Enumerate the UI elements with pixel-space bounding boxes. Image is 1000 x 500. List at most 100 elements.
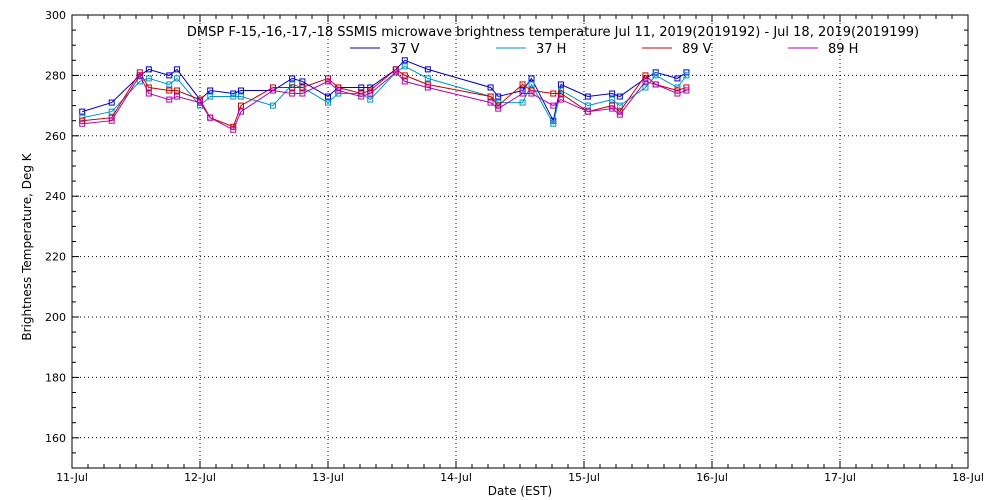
data-point (550, 90, 557, 97)
data-point (335, 87, 342, 94)
data-point (550, 120, 557, 127)
x-tick-label: 12-Jul (184, 471, 216, 484)
data-point (289, 84, 296, 91)
series-line (82, 65, 687, 126)
data-point (528, 90, 535, 97)
data-point (652, 72, 659, 79)
data-point (207, 93, 214, 100)
data-point (299, 78, 306, 85)
data-point (166, 72, 173, 79)
data-point (108, 117, 115, 124)
series-line (82, 71, 687, 131)
data-point (519, 90, 526, 97)
grid-lines (72, 15, 968, 468)
data-point (197, 99, 203, 106)
legend-label: 37 H (536, 42, 566, 57)
axis-ticks: 160 180 200 220 240 260 280 300 11-Jul 12-Jul 13-J… (45, 9, 984, 484)
y-tick-label: 180 (45, 371, 66, 384)
x-tick-label: 11-Jul (56, 471, 88, 484)
data-point (584, 108, 591, 115)
data-point (609, 90, 616, 97)
y-axis-label: Brightness Temperature, Deg K (20, 152, 34, 340)
data-point (609, 105, 616, 112)
chart-title: DMSP F-15,-16,-17,-18 SSMIS microwave br… (187, 25, 919, 40)
data-point (642, 78, 649, 85)
data-point (173, 75, 180, 82)
legend-label: 89 H (828, 42, 858, 57)
data-point (325, 99, 331, 106)
data-point (145, 90, 152, 97)
data-point (528, 75, 535, 82)
y-tick-label: 260 (45, 130, 66, 143)
data-point (642, 84, 649, 91)
data-point (269, 87, 276, 94)
data-point (166, 81, 173, 88)
x-tick-label: 16-Jul (696, 471, 728, 484)
data-point (401, 72, 408, 79)
y-tick-label: 240 (45, 190, 66, 203)
data-point (424, 66, 431, 73)
data-point (367, 96, 374, 103)
data-point (289, 75, 296, 82)
data-point (358, 84, 365, 91)
data-point (495, 105, 502, 112)
data-point (145, 66, 152, 73)
data-point (230, 93, 237, 100)
data-point (683, 84, 690, 91)
data-point (616, 111, 623, 118)
x-tick-label: 13-Jul (312, 471, 344, 484)
data-point (487, 93, 494, 100)
data-point (616, 93, 623, 100)
data-point (401, 63, 408, 70)
data-point (108, 108, 115, 115)
data-point (528, 81, 535, 88)
data-point (674, 90, 681, 97)
data-point (652, 81, 659, 88)
data-point (616, 102, 623, 109)
series-layer (79, 57, 690, 133)
data-point (197, 96, 203, 103)
data-point (550, 102, 557, 109)
data-point (683, 72, 690, 79)
data-point (299, 90, 306, 97)
data-point (683, 87, 690, 94)
data-point (207, 87, 214, 94)
data-point (325, 93, 331, 100)
data-point (79, 120, 86, 127)
data-point (289, 90, 296, 97)
data-point (487, 84, 494, 91)
data-point (108, 99, 115, 106)
data-point (487, 99, 494, 106)
data-point (237, 108, 244, 115)
data-point (145, 75, 152, 82)
data-point (173, 66, 180, 73)
data-point (173, 93, 180, 100)
data-point (683, 69, 690, 76)
data-point (674, 75, 681, 82)
y-tick-label: 300 (45, 9, 66, 22)
x-tick-label: 15-Jul (568, 471, 600, 484)
data-point (358, 93, 365, 100)
data-point (173, 87, 180, 94)
data-point (401, 57, 408, 64)
data-point (519, 81, 526, 88)
series-89-v (79, 66, 690, 130)
data-point (367, 90, 374, 97)
data-point (519, 99, 526, 106)
y-tick-label: 280 (45, 69, 66, 82)
data-point (557, 81, 564, 88)
data-point (237, 93, 244, 100)
data-point (609, 96, 616, 103)
data-point (237, 102, 244, 109)
data-point (557, 96, 564, 103)
data-point (392, 69, 399, 76)
data-point (401, 78, 408, 85)
data-point (207, 114, 214, 121)
data-point (495, 93, 502, 100)
x-tick-label: 17-Jul (824, 471, 856, 484)
data-point (289, 81, 296, 88)
data-point (79, 114, 86, 121)
y-tick-label: 200 (45, 311, 66, 324)
data-point (166, 96, 173, 103)
